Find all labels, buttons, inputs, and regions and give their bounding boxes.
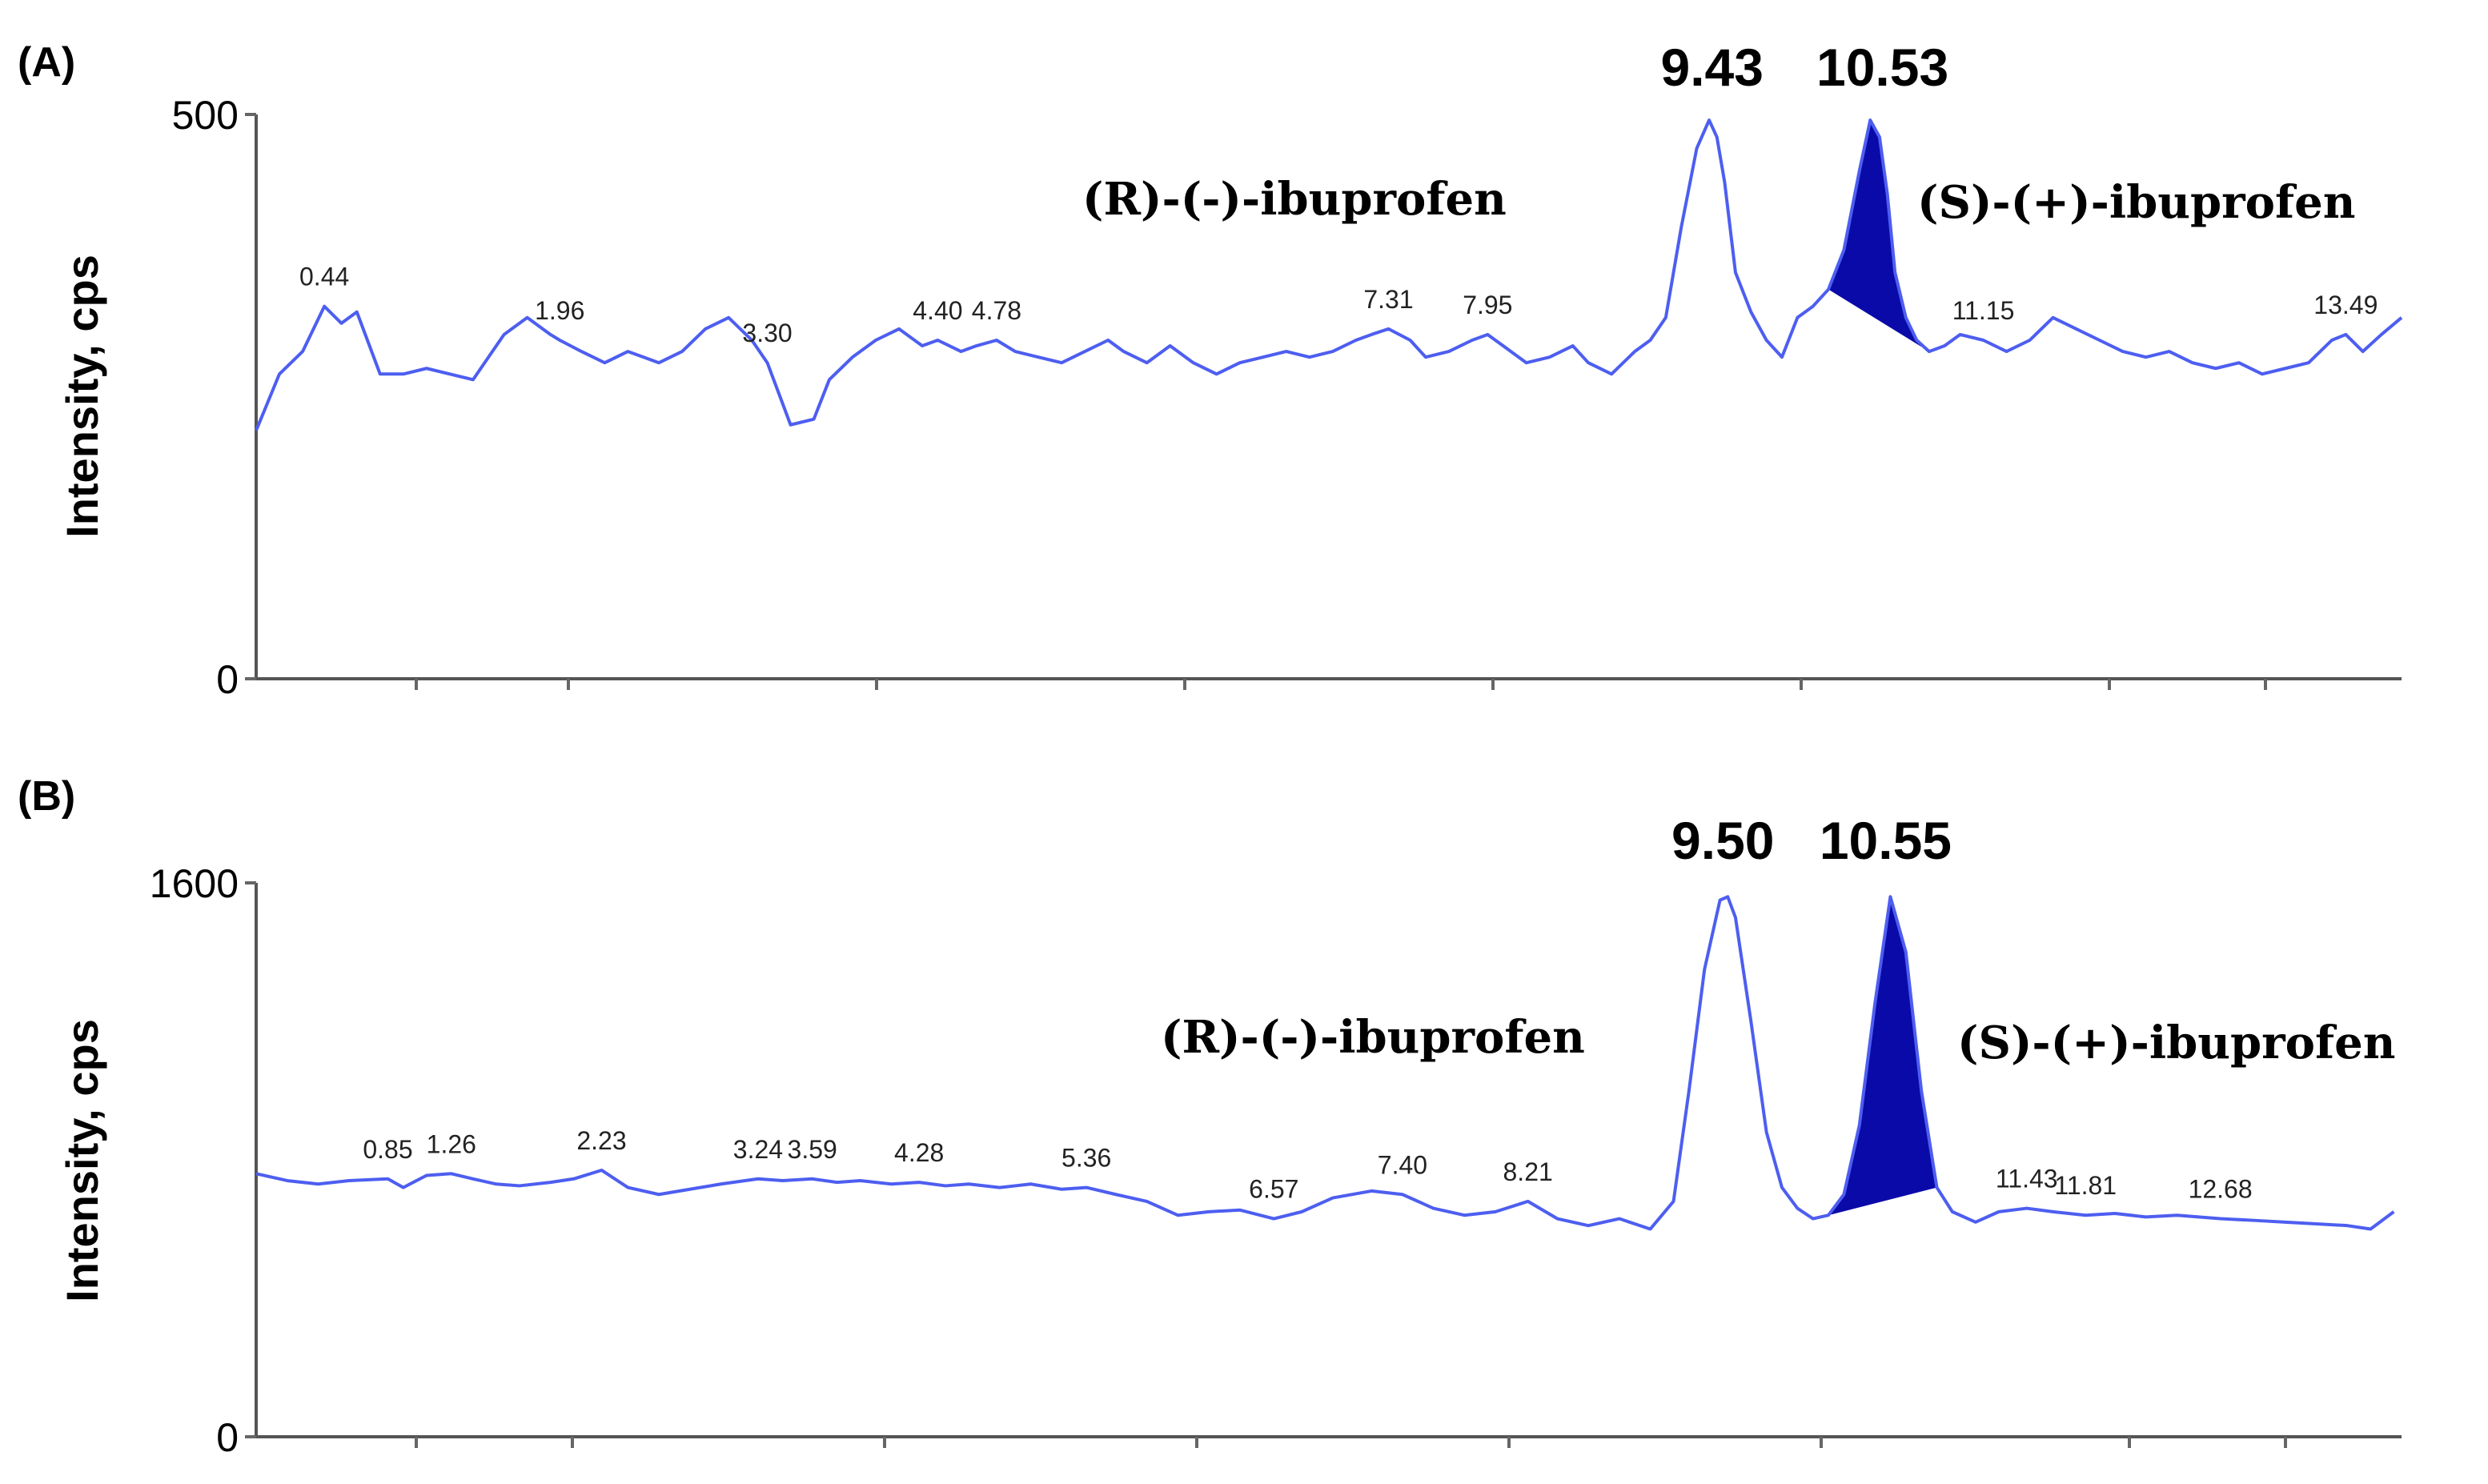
y-tick-label: 1600	[150, 861, 239, 906]
y-tick-label: 0	[216, 1415, 239, 1460]
panel-label: (B)	[18, 773, 75, 820]
minor-peak-label: 0.44	[299, 263, 349, 291]
minor-peak-label: 8.21	[1503, 1157, 1553, 1186]
peak-rt-label: 9.43	[1660, 38, 1763, 97]
minor-peak-label: 1.26	[427, 1129, 476, 1158]
minor-peak-label: 7.31	[1363, 285, 1413, 314]
minor-peak-label: 11.81	[2054, 1171, 2117, 1200]
s-enantiomer-peak-area	[1828, 896, 1937, 1216]
minor-peak-label: 3.59	[788, 1135, 837, 1164]
y-axis-label: Intensity, cps	[57, 255, 107, 538]
minor-peak-label: 4.28	[894, 1138, 944, 1167]
r-ibuprofen-label: (R)-(-)-ibuprofen	[1082, 173, 1507, 226]
chromatogram-trace	[255, 895, 2395, 1231]
s-ibuprofen-label: (S)-(+)-ibuprofen	[1917, 176, 2355, 229]
minor-peak-label: 13.49	[2313, 291, 2378, 319]
chart-panel-a: (A) Intensity, cps 500 0 9.43 (R)-(-)-ibuprof…	[18, 38, 2403, 702]
s-enantiomer-peak-area	[1828, 120, 1929, 352]
minor-peak-label: 2.23	[576, 1126, 626, 1155]
chart-panel-b: (B) Intensity, cps 1600 0 9.50 (R)-(-)-ibupro…	[18, 773, 2402, 1460]
peak-rt-label: 10.53	[1816, 38, 1948, 97]
s-ibuprofen-label: (S)-(+)-ibuprofen	[1957, 1017, 2395, 1069]
chromatogram-trace	[255, 118, 2403, 431]
minor-peak-label: 1.96	[535, 296, 584, 325]
minor-peak-label: 0.85	[363, 1135, 412, 1164]
r-ibuprofen-label: (R)-(-)-ibuprofen	[1161, 1011, 1585, 1064]
panel-label: (A)	[18, 39, 75, 86]
minor-peak-label: 4.78	[972, 296, 1021, 325]
minor-peak-label: 6.57	[1249, 1175, 1298, 1204]
y-tick-label: 500	[172, 93, 239, 138]
minor-peak-label: 11.43	[1996, 1165, 2058, 1193]
y-axis-label: Intensity, cps	[57, 1019, 107, 1302]
minor-peak-label: 5.36	[1061, 1144, 1111, 1173]
minor-peak-label: 7.40	[1378, 1150, 1427, 1179]
minor-peak-label: 4.40	[913, 296, 962, 325]
y-tick-label: 0	[216, 657, 239, 702]
peak-rt-label: 9.50	[1671, 811, 1774, 870]
minor-peak-label: 12.68	[2189, 1175, 2253, 1204]
minor-peak-label: 3.24	[733, 1135, 783, 1164]
minor-peak-label: 11.15	[1952, 296, 2015, 325]
peak-rt-label: 10.55	[1820, 811, 1952, 870]
minor-peak-label: 3.30	[742, 319, 792, 347]
minor-peak-label: 7.95	[1463, 291, 1512, 319]
